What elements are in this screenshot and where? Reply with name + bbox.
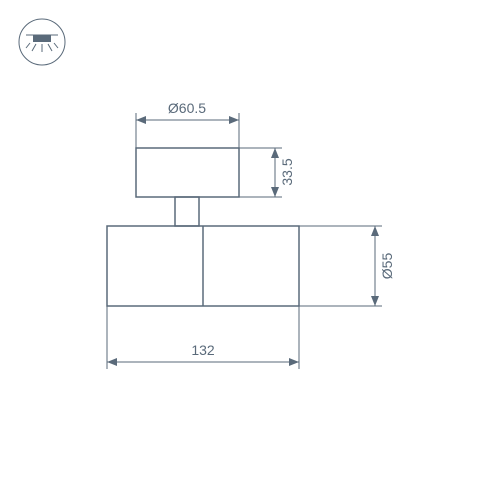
dimension-top-diameter: Ø60.5 [136, 100, 239, 148]
top-height-label: 33.5 [279, 158, 295, 185]
main-body [107, 226, 299, 306]
neck-connector [175, 197, 199, 226]
dimension-body-diameter: Ø55 [299, 226, 395, 306]
mounting-icon [19, 19, 65, 65]
dimension-top-height: 33.5 [239, 148, 295, 197]
body-length-label: 132 [191, 342, 215, 358]
top-mount-block [136, 148, 239, 197]
dimension-body-length: 132 [107, 306, 299, 369]
technical-drawing: Ø60.5 33.5 Ø55 132 [0, 0, 500, 500]
body-diameter-label: Ø55 [379, 253, 395, 280]
top-diameter-label: Ø60.5 [168, 100, 206, 116]
